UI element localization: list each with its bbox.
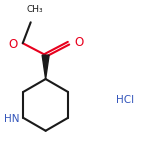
- Polygon shape: [42, 55, 49, 79]
- Text: O: O: [9, 38, 18, 51]
- Text: HN: HN: [4, 114, 19, 124]
- Text: CH₃: CH₃: [26, 5, 43, 14]
- Text: O: O: [74, 36, 84, 49]
- Text: HCl: HCl: [116, 95, 134, 105]
